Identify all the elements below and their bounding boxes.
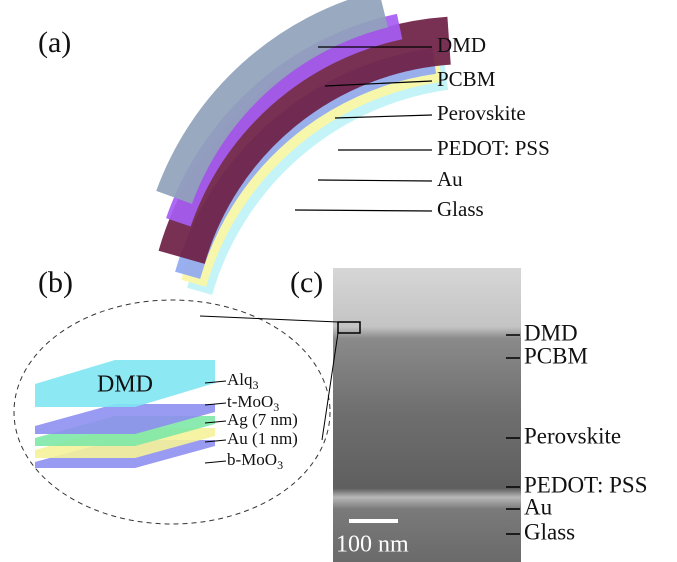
layer-label: Glass — [437, 197, 484, 221]
layer-label: Perovskite — [524, 423, 621, 448]
layer-label: DMD — [524, 320, 578, 345]
layer-label: Alq3 — [227, 370, 259, 392]
layer-label: Au (1 nm) — [227, 429, 298, 448]
figure: (a) (b) (c) DMDPCBMPerovskitePEDOT: PSSA… — [0, 0, 677, 562]
label-text: b-MoO — [227, 450, 277, 469]
label-text: Ag (7 nm) — [227, 410, 298, 429]
layer-label: PEDOT: PSS — [437, 136, 550, 160]
label-sub: 3 — [277, 458, 283, 472]
scale-label: 100 nm — [336, 532, 409, 558]
panel-label: (c) — [290, 266, 323, 299]
sem-image — [333, 268, 521, 562]
label-text: Alq — [227, 370, 253, 389]
curved-stack: DMD PCBM Perovskite PEDOT: PSS Au Glass — [174, 9, 550, 291]
stack-label: DMD — [97, 372, 153, 398]
label-text: t-MoO — [227, 392, 273, 411]
leader-line — [205, 461, 226, 463]
label-sub: 3 — [253, 378, 259, 392]
layer-label: PCBM — [437, 67, 496, 91]
layer-label: Ag (7 nm) — [227, 410, 298, 429]
leader-line — [318, 180, 432, 181]
panel-label: (a) — [38, 26, 71, 59]
layer-label: PCBM — [524, 343, 588, 368]
leader-line — [295, 210, 432, 211]
zoom-line — [200, 316, 338, 322]
layer-label: DMD — [437, 33, 486, 57]
layer-label: Au — [437, 167, 463, 191]
layer-label: Au — [524, 494, 553, 519]
layer-label: Glass — [524, 519, 575, 544]
label-text: Au (1 nm) — [227, 429, 298, 448]
layer-label: Perovskite — [437, 101, 526, 125]
layer-label: b-MoO3 — [227, 450, 283, 472]
panel-label: (b) — [38, 266, 73, 299]
